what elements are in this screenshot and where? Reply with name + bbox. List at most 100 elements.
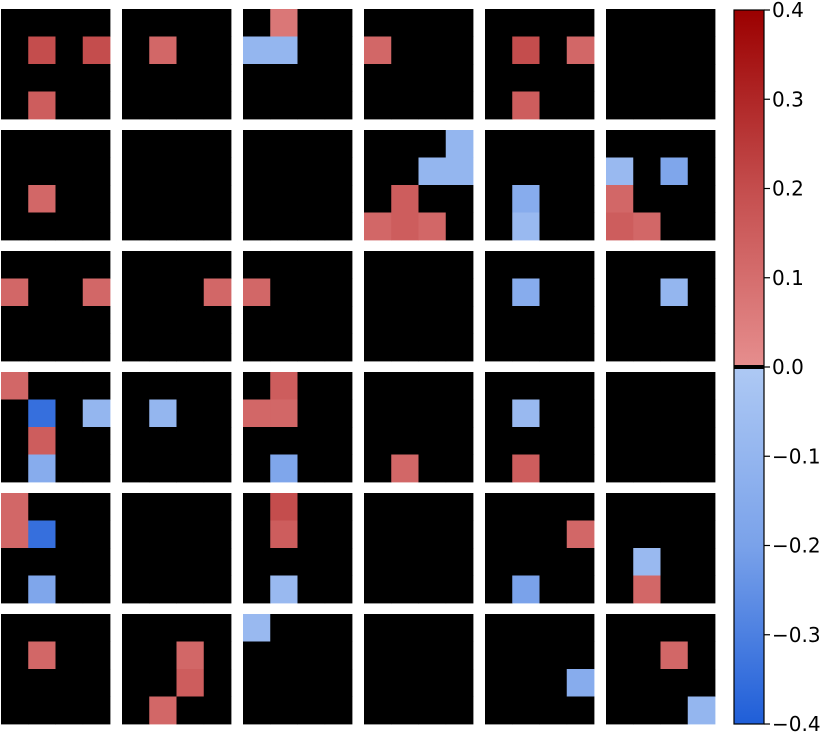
heatmap-cell bbox=[176, 91, 205, 120]
heatmap-cell bbox=[485, 641, 513, 670]
heatmap-cell bbox=[485, 306, 513, 334]
heatmap-cell bbox=[364, 212, 392, 241]
heatmap-cell bbox=[418, 493, 447, 521]
heatmap-cell bbox=[82, 669, 111, 697]
heatmap-cell bbox=[28, 130, 56, 158]
heatmap-cell bbox=[243, 157, 271, 186]
heatmap-cell bbox=[418, 696, 447, 725]
heatmap-cell bbox=[122, 372, 150, 400]
heatmap-cell bbox=[82, 185, 111, 213]
heatmap-cell bbox=[297, 185, 326, 213]
heatmap-cell bbox=[122, 333, 150, 362]
heatmap-cell bbox=[270, 399, 298, 428]
heatmap-cell bbox=[297, 427, 326, 455]
heatmap-cell bbox=[1, 372, 29, 400]
heatmap-cell bbox=[391, 696, 419, 725]
heatmap-cell bbox=[324, 157, 353, 186]
heatmap-cell bbox=[149, 91, 177, 120]
heatmap-cell bbox=[324, 454, 353, 483]
heatmap-cell bbox=[28, 185, 56, 213]
heatmap-cell bbox=[539, 669, 568, 697]
heatmap-cell bbox=[606, 91, 634, 120]
heatmap-panel-r6-c4 bbox=[364, 614, 474, 725]
heatmap-cell bbox=[28, 372, 56, 400]
heatmap-cell bbox=[418, 130, 447, 158]
heatmap-cell bbox=[687, 36, 716, 65]
heatmap-cell bbox=[364, 454, 392, 483]
heatmap-cell bbox=[485, 278, 513, 307]
heatmap-cell bbox=[633, 91, 661, 120]
heatmap-cell bbox=[149, 399, 177, 428]
heatmap-cell bbox=[270, 130, 298, 158]
heatmap-panel-r5-c2 bbox=[122, 493, 232, 604]
heatmap-cell bbox=[687, 427, 716, 455]
heatmap-cell bbox=[149, 185, 177, 213]
heatmap-cell bbox=[539, 251, 568, 279]
heatmap-cell bbox=[270, 9, 298, 37]
heatmap-cell bbox=[203, 9, 232, 37]
heatmap-cell bbox=[324, 669, 353, 697]
heatmap-cell bbox=[1, 212, 29, 241]
heatmap-cell bbox=[176, 641, 205, 670]
heatmap-cell bbox=[512, 399, 540, 428]
heatmap-cell bbox=[633, 130, 661, 158]
heatmap-cell bbox=[243, 669, 271, 697]
colorbar-tick-label: 0.0 bbox=[772, 355, 804, 379]
heatmap-cell bbox=[633, 696, 661, 725]
heatmap-cell bbox=[55, 36, 84, 65]
heatmap-cell bbox=[687, 278, 716, 307]
heatmap-cell bbox=[687, 333, 716, 362]
heatmap-cell bbox=[364, 399, 392, 428]
heatmap-cell bbox=[149, 614, 177, 642]
heatmap-cell bbox=[122, 130, 150, 158]
heatmap-cell bbox=[539, 520, 568, 549]
heatmap-panel-r6-c3 bbox=[243, 614, 353, 725]
heatmap-cell bbox=[122, 399, 150, 428]
heatmap-cell bbox=[176, 333, 205, 362]
heatmap-cell bbox=[297, 278, 326, 307]
heatmap-cell bbox=[122, 575, 150, 604]
heatmap-cell bbox=[687, 251, 716, 279]
heatmap-cell bbox=[122, 696, 150, 725]
heatmap-cell bbox=[566, 575, 595, 604]
heatmap-cell bbox=[633, 641, 661, 670]
heatmap-cell bbox=[1, 36, 29, 65]
heatmap-cell bbox=[270, 696, 298, 725]
heatmap-cell bbox=[324, 696, 353, 725]
heatmap-cell bbox=[485, 91, 513, 120]
heatmap-cell bbox=[687, 641, 716, 670]
heatmap-panel-r4-c3 bbox=[243, 372, 353, 483]
heatmap-cell bbox=[270, 212, 298, 241]
heatmap-cell bbox=[243, 185, 271, 213]
heatmap-cell bbox=[660, 212, 689, 241]
heatmap-cell bbox=[687, 399, 716, 428]
heatmap-cell bbox=[203, 548, 232, 576]
heatmap-cell bbox=[122, 278, 150, 307]
heatmap-cell bbox=[485, 185, 513, 213]
heatmap-cell bbox=[270, 306, 298, 334]
heatmap-panel-r5-c5 bbox=[485, 493, 595, 604]
heatmap-panel-r3-c4 bbox=[364, 251, 474, 362]
heatmap-cell bbox=[566, 427, 595, 455]
heatmap-cell bbox=[203, 251, 232, 279]
heatmap-cell bbox=[391, 157, 419, 186]
heatmap-cell bbox=[633, 493, 661, 521]
heatmap-cell bbox=[485, 64, 513, 92]
heatmap-cell bbox=[512, 493, 540, 521]
heatmap-cell bbox=[660, 614, 689, 642]
heatmap-cell bbox=[243, 91, 271, 120]
heatmap-cell bbox=[28, 614, 56, 642]
heatmap-cell bbox=[203, 399, 232, 428]
heatmap-cell bbox=[606, 251, 634, 279]
heatmap-cell bbox=[660, 372, 689, 400]
heatmap-cell bbox=[149, 696, 177, 725]
heatmap-cell bbox=[122, 306, 150, 334]
heatmap-cell bbox=[633, 64, 661, 92]
heatmap-cell bbox=[445, 306, 474, 334]
heatmap-cell bbox=[1, 454, 29, 483]
heatmap-cell bbox=[391, 399, 419, 428]
heatmap-cell bbox=[566, 454, 595, 483]
heatmap-cell bbox=[176, 306, 205, 334]
heatmap-cell bbox=[485, 333, 513, 362]
heatmap-cell bbox=[633, 9, 661, 37]
